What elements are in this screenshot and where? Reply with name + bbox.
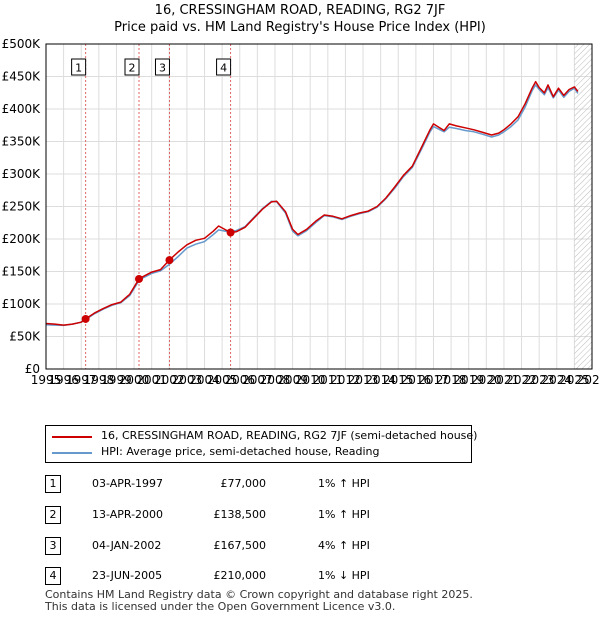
x-tick-label: 2017: [418, 373, 449, 387]
x-tick-label: 2000: [119, 373, 150, 387]
x-tick-label: 2009: [277, 373, 308, 387]
sale-point: [165, 256, 174, 265]
transaction-hpi: 1% ↑ HPI: [318, 477, 370, 490]
x-tick-label: 2014: [365, 373, 396, 387]
transaction-hpi: 1% ↓ HPI: [318, 569, 370, 582]
transaction-row: 3 04-JAN-2002 £167,500 4% ↑ HPI: [0, 537, 600, 559]
x-tick-label: 2005: [207, 373, 238, 387]
y-tick-label: £500K: [2, 37, 42, 51]
x-tick-label: 2015: [383, 373, 414, 387]
x-tick-label: 2007: [242, 373, 273, 387]
legend-item-property: 16, CRESSINGHAM ROAD, READING, RG2 7JF (…: [46, 429, 477, 445]
x-tick-label: 2016: [401, 373, 432, 387]
y-tick-label: £0: [25, 362, 40, 376]
grid-lines: [45, 43, 593, 370]
y-tick-label: £200K: [2, 232, 42, 246]
sale-marker-label: 3: [159, 62, 166, 75]
x-tick-label: 2001: [136, 373, 167, 387]
sale-point: [134, 274, 143, 283]
transaction-marker: 4: [45, 567, 61, 585]
y-tick-label: £50K: [9, 330, 41, 344]
legend-label-hpi: HPI: Average price, semi-detached house,…: [101, 445, 380, 458]
x-tick-label: 1996: [48, 373, 79, 387]
x-tick-label: 2006: [224, 373, 255, 387]
transaction-marker: 1: [45, 475, 61, 493]
price-chart: 16, CRESSINGHAM ROAD, READING, RG2 7JF P…: [2, 3, 600, 387]
x-tick-label: 1998: [84, 373, 115, 387]
sale-marker-box: [71, 58, 87, 76]
sale-point: [81, 314, 90, 323]
x-tick-label: 2022: [506, 373, 537, 387]
sale-marker-label: 4: [220, 62, 227, 75]
legend-swatch-hpi: [52, 452, 92, 454]
sale-marker-box: [154, 58, 170, 76]
transaction-price: £210,000: [213, 569, 267, 582]
footer: Contains HM Land Registry data © Crown c…: [45, 589, 473, 613]
legend-swatch-property: [52, 436, 92, 438]
chart-subtitle: Price paid vs. HM Land Registry's House …: [114, 20, 486, 35]
y-tick-label: £450K: [2, 70, 42, 84]
x-axis-ticks: 1995199619971998199920002001200220032004…: [31, 373, 600, 387]
transaction-date: 23-JUN-2005: [92, 569, 163, 582]
sale-point: [226, 228, 235, 237]
x-tick-label: 2026: [577, 373, 600, 387]
sale-marker-label: 1: [75, 62, 82, 75]
x-tick-label: 2020: [471, 373, 502, 387]
y-tick-label: £250K: [2, 200, 42, 214]
x-tick-label: 1997: [66, 373, 97, 387]
sale-marker-box: [124, 58, 140, 76]
x-tick-label: 2021: [489, 373, 520, 387]
x-tick-label: 2019: [453, 373, 484, 387]
transaction-row: 1 03-APR-1997 £77,000 1% ↑ HPI: [0, 475, 600, 497]
legend: 16, CRESSINGHAM ROAD, READING, RG2 7JF (…: [45, 425, 477, 463]
transaction-row: 2 13-APR-2000 £138,500 1% ↑ HPI: [0, 506, 600, 528]
transaction-hpi: 4% ↑ HPI: [318, 539, 370, 552]
x-tick-label: 2010: [295, 373, 326, 387]
sale-marker-label: 2: [128, 62, 135, 75]
sale-marker-box: [216, 58, 232, 76]
transaction-date: 03-APR-1997: [92, 477, 164, 490]
transaction-row: 4 23-JUN-2005 £210,000 1% ↓ HPI: [0, 567, 600, 589]
transaction-marker: 2: [45, 506, 61, 524]
transaction-price: £167,500: [213, 539, 267, 552]
footer-licence: This data is licensed under the Open Gov…: [45, 600, 396, 613]
plot-frame: [45, 43, 593, 370]
x-tick-label: 2018: [436, 373, 467, 387]
transaction-price: £138,500: [213, 508, 267, 521]
legend-item-hpi: HPI: Average price, semi-detached house,…: [46, 445, 466, 461]
transaction-date: 04-JAN-2002: [92, 539, 162, 552]
x-tick-label: 2013: [348, 373, 379, 387]
y-tick-label: £100K: [2, 297, 42, 311]
x-tick-label: 2024: [542, 373, 573, 387]
footer-copyright: Contains HM Land Registry data © Crown c…: [45, 588, 473, 601]
y-tick-label: £400K: [2, 102, 42, 116]
transaction-price: £77,000: [220, 477, 267, 490]
hpi-line: [45, 84, 579, 327]
x-tick-label: 2023: [524, 373, 555, 387]
y-axis-ticks: £0 £50K £100K £150K £200K £250K £300K £350K £400…: [2, 37, 42, 376]
transaction-marker: 3: [45, 537, 61, 555]
forecast-hatch-area: [574, 44, 592, 369]
x-tick-label: 2008: [260, 373, 291, 387]
x-tick-label: 2025: [559, 373, 590, 387]
property-price-line: [45, 80, 579, 326]
x-tick-label: 1999: [101, 373, 132, 387]
x-tick-label: 2011: [313, 373, 344, 387]
sale-markers: 1 2 3 4: [71, 58, 232, 76]
transaction-date: 13-APR-2000: [92, 508, 164, 521]
chart-title: 16, CRESSINGHAM ROAD, READING, RG2 7JF: [155, 3, 446, 18]
x-tick-label: 2012: [330, 373, 361, 387]
transaction-hpi: 1% ↑ HPI: [318, 508, 370, 521]
y-tick-label: £300K: [2, 167, 42, 181]
y-tick-label: £350K: [2, 135, 42, 149]
legend-label-property: 16, CRESSINGHAM ROAD, READING, RG2 7JF (…: [101, 429, 478, 442]
x-tick-label: 1995: [31, 373, 62, 387]
x-tick-label: 2004: [189, 373, 220, 387]
x-tick-label: 2003: [172, 373, 203, 387]
series-lines: [45, 80, 579, 327]
sale-points: [81, 228, 235, 323]
y-tick-label: £150K: [2, 265, 42, 279]
x-tick-label: 2002: [154, 373, 185, 387]
